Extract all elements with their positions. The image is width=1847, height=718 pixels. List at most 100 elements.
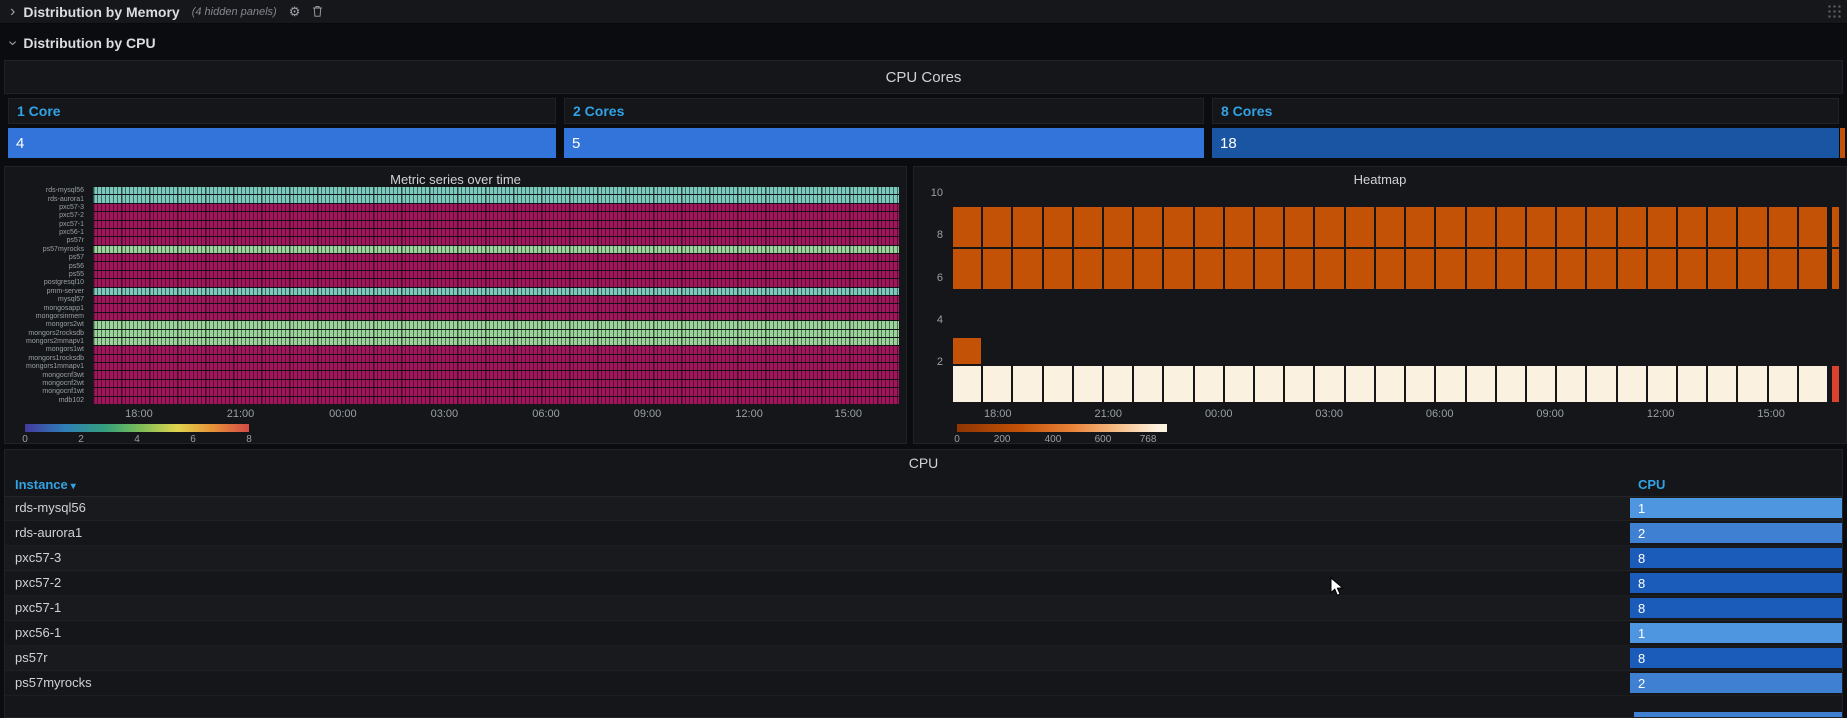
x-tick-label: 09:00: [1536, 408, 1564, 420]
heatmap-plot[interactable]: [953, 187, 1839, 404]
heatmap-cell: [1768, 207, 1797, 248]
heatmap-cell: [1345, 366, 1374, 402]
timeline-row: [93, 212, 899, 220]
instance-cell: pxc57-3: [15, 550, 62, 565]
heatmap-cell: [1677, 249, 1707, 290]
heatmap-cell: [1104, 249, 1133, 290]
table-row: rds-mysql56 1: [5, 496, 1842, 521]
series-label: ps57myrocks: [42, 245, 84, 253]
timeline-row: [93, 270, 899, 279]
heatmap-cell: [1073, 249, 1103, 290]
heatmap-cell: [1255, 249, 1284, 290]
heatmap-cell: [1013, 249, 1042, 290]
heatmap-bucket-row: [953, 337, 1839, 365]
cpu-value: 8: [1638, 575, 1646, 591]
series-label: ps55: [68, 271, 84, 279]
heatmap-cell: [1224, 207, 1254, 248]
heatmap-cell: [1738, 366, 1767, 402]
row-title-cpu[interactable]: Distribution by CPU: [23, 35, 156, 51]
series-label: ps57: [68, 254, 84, 262]
drag-handle-icon[interactable]: [1827, 4, 1843, 19]
series-label: mongocnf2wt: [42, 380, 84, 388]
y-axis: 10 8 6 4 2: [914, 187, 948, 404]
color-scale-legend: [957, 424, 1167, 432]
chevron-right-icon[interactable]: ›: [10, 2, 16, 20]
timeline-row: [93, 187, 899, 195]
heatmap-cell: [1798, 207, 1827, 248]
y-tick-label: 6: [936, 271, 943, 284]
heatmap-bucket-row: [953, 207, 1839, 248]
stat-value: 4: [16, 134, 25, 152]
heatmap-cell: [1073, 207, 1103, 248]
heatmap-cell: [1104, 207, 1133, 248]
table-row: pxc57-3 8: [5, 546, 1842, 571]
panel-title-cpu-cores[interactable]: CPU Cores: [885, 69, 962, 86]
series-label: mongors2wt: [45, 321, 84, 329]
stat-value: 5: [572, 134, 581, 152]
stat-bar-gauge: 18: [1212, 128, 1839, 158]
instance-cell: ps57myrocks: [15, 675, 92, 690]
panel-title-metric-series[interactable]: Metric series over time: [390, 172, 521, 187]
heatmap-cell: [1194, 366, 1223, 402]
heatmap-cell: [1013, 207, 1042, 248]
row-header-cpu[interactable]: › Distribution by CPU: [0, 30, 924, 56]
series-label: mongors2rocksdb: [28, 329, 84, 337]
heatmap-cell: [1617, 366, 1646, 402]
heatmap-cell: [1768, 249, 1797, 290]
heatmap-cell: [953, 366, 982, 402]
stat-panel-title[interactable]: 1 Core: [8, 98, 556, 124]
row-title-memory[interactable]: Distribution by Memory: [23, 3, 180, 20]
heatmap-cell: [1194, 249, 1223, 290]
heatmap-cell: [1466, 249, 1495, 290]
y-tick-label: 2: [936, 355, 943, 368]
series-label: pxc57-1: [59, 220, 84, 228]
heatmap-cell: [1406, 249, 1435, 290]
bar-gauge-endcap: [1840, 128, 1845, 158]
stat-panel-title[interactable]: 2 Cores: [564, 98, 1204, 124]
heatmap-cell: [1043, 366, 1072, 402]
timeline-row: [93, 279, 899, 287]
column-header-cpu[interactable]: CPU: [1638, 477, 1666, 492]
heatmap-cell: [1708, 207, 1737, 248]
stat-panel-title[interactable]: 8 Cores: [1212, 98, 1839, 124]
series-label: mdb102: [58, 396, 84, 404]
series-label: mongors2mmapv1: [26, 338, 84, 346]
timeline-row: [93, 203, 899, 212]
heatmap-cell: [1224, 366, 1254, 402]
timeline-plot[interactable]: [93, 187, 899, 404]
panel-metric-series: Metric series over time rds-mysql56 rds-a…: [4, 166, 907, 445]
heatmap-cell: [1164, 207, 1193, 248]
timeline-row: [93, 363, 899, 371]
heatmap-cell: [1587, 366, 1616, 402]
heatmap-cell-partial: [1832, 366, 1839, 402]
panel-title-heatmap[interactable]: Heatmap: [1353, 172, 1407, 187]
panel-title-cpu[interactable]: CPU: [908, 455, 939, 471]
heatmap-cell: [1375, 366, 1405, 402]
chevron-down-icon[interactable]: ›: [4, 40, 22, 46]
row-settings-button[interactable]: ⚙: [289, 5, 301, 18]
row-header-memory[interactable]: › Distribution by Memory (4 hidden panel…: [0, 0, 1847, 24]
timeline-row: [93, 379, 899, 388]
x-tick-label: 15:00: [1757, 408, 1785, 420]
heatmap-cell: [983, 366, 1012, 402]
legend-tick-label: 6: [190, 434, 196, 445]
timeline-row: [93, 337, 899, 346]
trash-icon: [313, 5, 323, 17]
heatmap-cell: [1557, 249, 1586, 290]
y-tick-label: 8: [936, 229, 943, 242]
cpu-value: 8: [1638, 600, 1646, 616]
heatmap-cell: [1134, 249, 1163, 290]
timeline-row: [93, 296, 899, 304]
heatmap-cell: [953, 249, 982, 290]
column-header-instance[interactable]: Instance ▾: [15, 477, 76, 492]
x-tick-label: 06:00: [1425, 408, 1454, 420]
series-label: mysql57: [57, 296, 84, 304]
timeline-row: [93, 220, 899, 228]
timeline-row: [93, 245, 899, 254]
legend-tick-labels: 0 2 4 6 8: [22, 434, 252, 448]
row-delete-button[interactable]: [312, 5, 323, 19]
series-labels: rds-mysql56 rds-aurora1 pxc57-3 pxc57-2 pxc5…: [5, 187, 89, 404]
heatmap-bucket-row: [953, 249, 1839, 290]
series-label: mongors1wt: [45, 346, 84, 354]
